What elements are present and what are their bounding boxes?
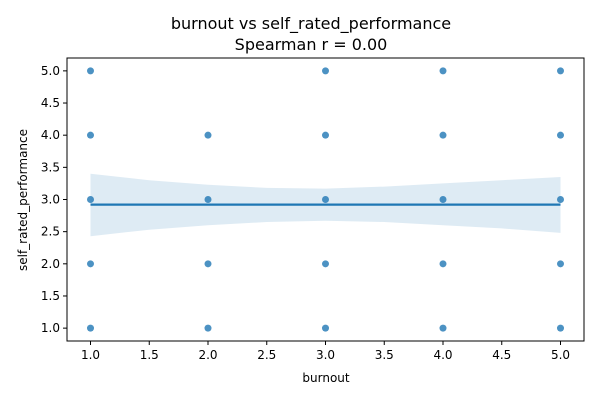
y-tick-label-2: 2.0 bbox=[41, 257, 60, 271]
data-point-11 bbox=[322, 196, 329, 203]
x-tick-label-5: 3.5 bbox=[375, 348, 394, 362]
chart-subtitle: Spearman r = 0.00 bbox=[235, 35, 388, 54]
y-tick-label-4: 3.0 bbox=[41, 193, 60, 207]
data-point-8 bbox=[204, 324, 212, 332]
y-axis-label: self_rated_performance bbox=[16, 129, 30, 271]
data-point-3 bbox=[87, 260, 94, 268]
data-point-20 bbox=[557, 131, 564, 139]
data-point-5 bbox=[204, 131, 212, 139]
data-point-9 bbox=[322, 67, 329, 75]
x-tick-label-3: 2.5 bbox=[257, 348, 276, 362]
data-point-18 bbox=[439, 324, 447, 332]
data-point-22 bbox=[557, 260, 564, 268]
y-tick-label-5: 3.5 bbox=[41, 160, 60, 174]
data-point-15 bbox=[439, 131, 447, 139]
data-point-21 bbox=[557, 196, 564, 203]
x-tick-label-7: 4.5 bbox=[492, 348, 511, 362]
y-tick-label-0: 1.0 bbox=[41, 321, 60, 335]
data-point-19 bbox=[557, 67, 564, 75]
x-tick-label-1: 1.5 bbox=[140, 348, 159, 362]
x-tick-label-0: 1.0 bbox=[81, 348, 100, 362]
x-tick-label-6: 4.0 bbox=[433, 348, 452, 362]
y-ticks: 1.0 1.5 2.0 2.5 3.0 3.5 4.0 4.5 5.0 bbox=[41, 64, 67, 335]
data-point-4 bbox=[87, 324, 94, 332]
x-tick-label-4: 3.0 bbox=[316, 348, 335, 362]
data-point-1 bbox=[87, 131, 94, 139]
x-tick-label-2: 2.0 bbox=[198, 348, 217, 362]
chart-title: burnout vs self_rated_performance bbox=[171, 14, 451, 34]
x-tick-label-8: 5.0 bbox=[551, 348, 570, 362]
data-point-16 bbox=[439, 196, 447, 203]
data-point-0 bbox=[87, 67, 94, 75]
y-tick-label-7: 4.5 bbox=[41, 96, 60, 110]
data-point-2 bbox=[87, 196, 94, 203]
x-axis-label: burnout bbox=[302, 371, 349, 385]
y-tick-label-1: 1.5 bbox=[41, 289, 60, 303]
y-tick-label-6: 4.0 bbox=[41, 128, 60, 142]
x-ticks: 1.0 1.5 2.0 2.5 3.0 3.5 4.0 4.5 5.0 bbox=[81, 341, 570, 362]
points-layer bbox=[87, 67, 564, 332]
data-point-7 bbox=[204, 260, 212, 268]
y-tick-label-8: 5.0 bbox=[41, 64, 60, 78]
data-point-17 bbox=[439, 260, 447, 268]
data-point-6 bbox=[204, 196, 212, 203]
data-point-12 bbox=[322, 260, 329, 268]
data-point-14 bbox=[439, 67, 447, 75]
data-point-13 bbox=[322, 324, 329, 332]
y-tick-label-3: 2.5 bbox=[41, 225, 60, 239]
data-point-23 bbox=[557, 324, 564, 332]
data-point-10 bbox=[322, 131, 329, 139]
